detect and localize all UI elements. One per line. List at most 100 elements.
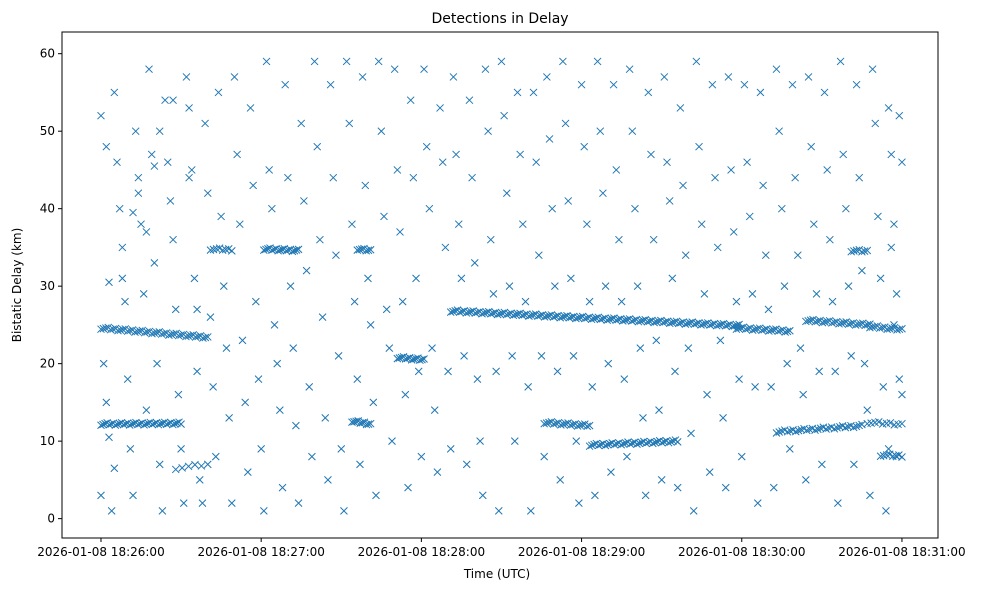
- data-point: [759, 181, 767, 190]
- data-point: [802, 426, 811, 435]
- data-point: [169, 96, 177, 105]
- data-point: [697, 321, 705, 329]
- data-point: [102, 142, 111, 151]
- data-point: [679, 181, 687, 190]
- data-point: [305, 383, 314, 391]
- data-point: [262, 57, 271, 66]
- data-point: [844, 320, 853, 328]
- data-point: [866, 323, 874, 332]
- data-point: [735, 375, 743, 384]
- data-point: [193, 305, 201, 314]
- data-point: [665, 197, 674, 205]
- data-point: [631, 204, 639, 213]
- data-point: [489, 290, 498, 298]
- data-point: [764, 305, 773, 314]
- data-point: [775, 127, 783, 136]
- chart-title: Detections in Delay: [431, 11, 568, 27]
- data-point: [162, 420, 171, 429]
- data-point: [105, 433, 113, 442]
- data-point: [137, 220, 145, 229]
- data-point: [364, 420, 373, 428]
- data-point: [878, 323, 887, 332]
- data-point: [191, 333, 200, 341]
- data-point: [529, 310, 538, 319]
- data-point: [781, 328, 790, 336]
- data-point: [227, 499, 236, 507]
- data-point: [510, 437, 519, 445]
- data-point: [684, 344, 693, 353]
- data-point: [206, 313, 215, 322]
- data-point: [606, 439, 614, 448]
- data-point: [783, 359, 792, 368]
- data-point: [545, 311, 553, 320]
- data-point: [780, 282, 789, 291]
- data-point: [178, 464, 186, 472]
- data-point: [708, 80, 717, 89]
- data-point: [833, 423, 841, 432]
- data-point: [278, 245, 287, 254]
- data-point: [482, 308, 491, 317]
- data-point: [660, 73, 669, 81]
- data-point: [140, 420, 148, 429]
- data-point: [748, 290, 757, 298]
- data-point: [412, 274, 420, 283]
- data-point: [813, 425, 822, 434]
- data-point: [385, 344, 394, 353]
- data-point: [879, 383, 888, 391]
- data-point: [520, 310, 529, 319]
- data-point: [882, 507, 890, 515]
- data-point: [516, 150, 525, 159]
- data-point: [567, 313, 576, 321]
- data-point: [534, 312, 542, 321]
- data-point: [844, 282, 853, 291]
- data-point: [185, 104, 193, 112]
- data-point: [681, 320, 690, 328]
- data-point: [607, 314, 616, 323]
- data-point: [125, 421, 134, 429]
- data-point: [765, 327, 773, 335]
- data-point: [428, 344, 436, 353]
- data-point: [97, 421, 105, 430]
- data-point: [187, 166, 196, 174]
- data-point: [114, 326, 122, 335]
- data-point: [601, 282, 610, 291]
- data-point: [203, 189, 212, 198]
- y-tick-label: 10: [40, 434, 55, 448]
- data-point: [116, 326, 125, 334]
- data-point: [574, 313, 583, 322]
- data-point: [337, 445, 346, 453]
- data-point: [874, 212, 882, 221]
- data-point: [593, 57, 602, 66]
- data-point: [863, 406, 872, 414]
- data-point: [583, 220, 591, 229]
- data-point: [340, 507, 348, 515]
- data-point: [639, 316, 647, 325]
- data-point: [772, 429, 781, 437]
- data-point: [110, 464, 119, 473]
- data-point: [97, 325, 105, 334]
- x-tick-label: 2026-01-08 18:28:00: [358, 545, 485, 559]
- data-point: [711, 173, 719, 182]
- data-point: [847, 352, 856, 360]
- data-point: [830, 424, 839, 433]
- x-axis: 2026-01-08 18:26:00 2026-01-08 18:27:00 20…: [37, 538, 966, 559]
- data-point: [118, 274, 127, 283]
- data-point: [628, 439, 637, 447]
- data-point: [457, 274, 466, 283]
- data-point: [446, 445, 455, 453]
- data-point: [227, 247, 236, 255]
- data-point: [364, 246, 373, 255]
- data-point: [585, 442, 594, 451]
- data-point: [597, 440, 605, 449]
- data-point: [521, 297, 530, 306]
- data-point: [270, 245, 278, 254]
- data-point: [633, 282, 642, 291]
- data-point: [758, 326, 766, 335]
- data-point: [246, 104, 255, 112]
- data-point: [565, 313, 574, 322]
- data-point: [142, 420, 151, 428]
- data-point: [165, 331, 173, 339]
- data-point: [524, 383, 533, 391]
- data-point: [890, 220, 898, 229]
- data-point: [101, 324, 110, 332]
